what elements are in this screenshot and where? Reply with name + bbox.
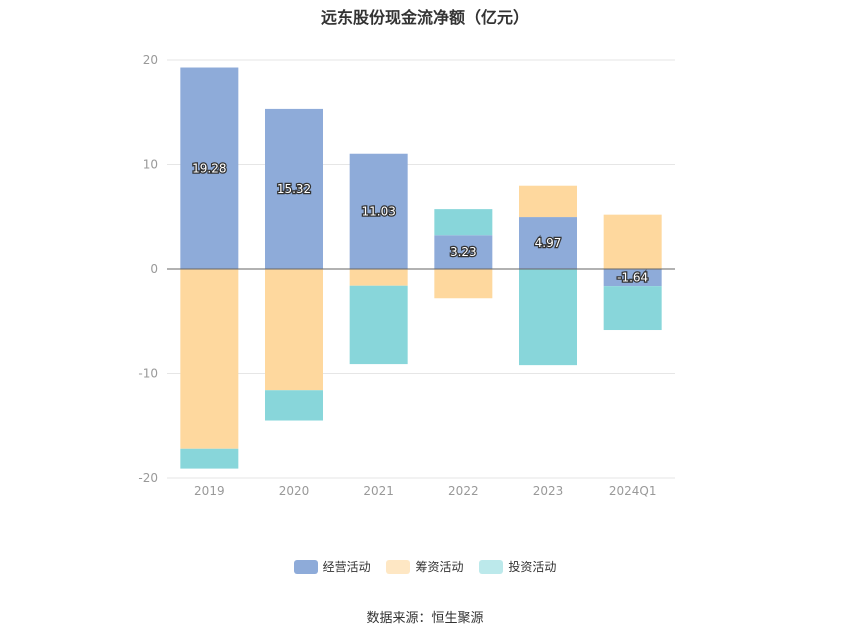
grid-lines [167, 59, 675, 479]
bar-2023-series-1[interactable] [519, 185, 577, 218]
bars [180, 67, 662, 469]
legend-swatch-investing [479, 559, 504, 574]
bar-2024Q1-series-1[interactable] [603, 214, 662, 269]
legend-item-operating[interactable]: 经营活动 [293, 558, 371, 575]
legend-label-operating: 经营活动 [322, 560, 371, 574]
bar-2022-series-1[interactable] [434, 269, 493, 299]
bar-2020-series-0[interactable] [265, 108, 323, 269]
legend-swatch-financing [386, 559, 411, 574]
y-tick-label: 0 [150, 262, 158, 276]
bar-2023-series-2[interactable] [519, 269, 577, 366]
y-tick-label: -10 [138, 367, 158, 381]
bar-2021-series-1[interactable] [349, 269, 408, 286]
y-tick-label: 10 [143, 158, 158, 172]
data-source: 数据来源：恒生聚源 [366, 611, 484, 626]
bar-2021-series-0[interactable] [349, 153, 408, 269]
x-tick-label: 2020 [279, 484, 310, 498]
bar-2019-series-0[interactable] [180, 67, 239, 269]
legend-swatch-operating [293, 559, 318, 574]
bar-2019-series-1[interactable] [180, 269, 239, 449]
data-label-2024Q1: -1.64 [617, 271, 648, 285]
bar-2023-series-0[interactable] [519, 217, 577, 269]
bar-2024Q1-series-2[interactable] [603, 286, 662, 331]
bar-2019-series-2[interactable] [180, 448, 239, 469]
bar-2020-series-1[interactable] [265, 269, 323, 391]
bar-2024Q1-series-0[interactable] [603, 269, 662, 287]
x-tick-label: 2024Q1 [609, 484, 657, 498]
bar-2020-series-2[interactable] [265, 390, 323, 421]
x-tick-label: 2019 [194, 484, 225, 498]
y-tick-label: 20 [143, 53, 158, 67]
bar-2022-series-2[interactable] [434, 209, 493, 236]
data-labels: 19.28 15.32 11.03 3.23 4.97 -1.64 [191, 160, 650, 286]
y-tick-label: -20 [138, 471, 158, 485]
y-axis-ticks: 20 10 0 -10 -20 [138, 53, 158, 485]
data-label-2021: 11.03 [361, 204, 395, 218]
data-label-2019: 19.28 [192, 161, 226, 175]
legend-item-investing[interactable]: 投资活动 [479, 558, 556, 575]
data-label-2022: 3.23 [450, 245, 477, 259]
chart-title: 远东股份现金流净额（亿元） [320, 8, 529, 27]
bar-2021-series-2[interactable] [349, 285, 408, 365]
bar-2022-series-0[interactable] [434, 235, 493, 269]
x-tick-label: 2022 [448, 484, 479, 498]
legend-label-investing: 投资活动 [508, 560, 557, 574]
legend-label-financing: 筹资活动 [415, 560, 464, 574]
x-axis-ticks: 2019 2020 2021 2022 2023 2024Q1 [194, 484, 656, 498]
legend: 经营活动 筹资活动 投资活动 [0, 558, 850, 577]
data-label-2023: 4.97 [535, 236, 562, 250]
x-tick-label: 2023 [533, 484, 564, 498]
legend-item-financing[interactable]: 筹资活动 [386, 558, 464, 575]
data-label-2020: 15.32 [277, 182, 311, 196]
x-tick-label: 2021 [363, 484, 394, 498]
